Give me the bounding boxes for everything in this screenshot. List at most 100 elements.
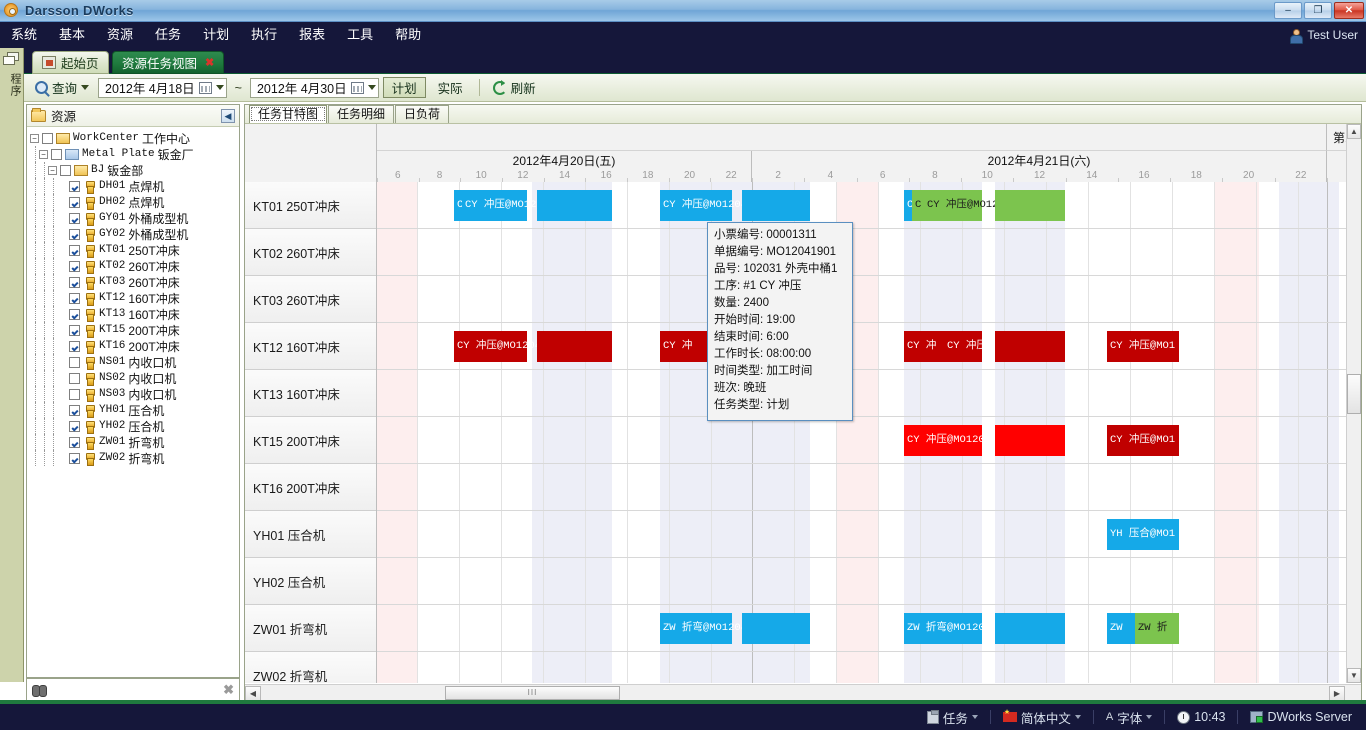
collapse-panel-button[interactable]: ◀ — [221, 108, 235, 123]
tree-node[interactable]: ZW01 折弯机 — [30, 434, 236, 450]
date-from-chevron-icon[interactable] — [215, 85, 224, 90]
tree-node[interactable]: ZW02 折弯机 — [30, 450, 236, 466]
close-button[interactable]: ✕ — [1334, 2, 1364, 19]
tree-checkbox[interactable] — [69, 436, 80, 448]
menu-item-help[interactable]: 帮助 — [395, 27, 422, 42]
tab-task-gantt[interactable]: 任务甘特图 — [249, 105, 328, 123]
chevron-down-icon[interactable] — [81, 85, 90, 90]
menu-item-task[interactable]: 任务 — [155, 27, 182, 42]
tree-checkbox[interactable] — [69, 228, 80, 240]
status-language[interactable]: 简体中文 — [1002, 708, 1081, 727]
tree-expander-icon[interactable]: − — [30, 133, 39, 143]
status-font-chevron-icon[interactable] — [1146, 715, 1153, 719]
gantt-row-label[interactable]: KT13 160T冲床 — [245, 370, 376, 417]
menu-item-basic[interactable]: 基本 — [59, 27, 86, 42]
binoculars-icon[interactable] — [32, 684, 47, 697]
menu-item-execute[interactable]: 执行 — [251, 27, 278, 42]
left-vertical-strip[interactable]: 程序 — [0, 48, 24, 682]
tab-close-icon[interactable]: ✖ — [205, 57, 215, 69]
tree-checkbox[interactable] — [60, 164, 71, 176]
gantt-task-bar[interactable] — [537, 190, 612, 221]
gantt-task-bar[interactable]: C — [454, 190, 463, 221]
menu-item-report[interactable]: 报表 — [299, 27, 326, 42]
query-button[interactable]: 查询 — [30, 76, 94, 99]
tree-checkbox[interactable] — [69, 356, 80, 368]
gantt-task-bar[interactable] — [742, 190, 810, 221]
gantt-row-label[interactable]: KT01 250T冲床 — [245, 182, 376, 229]
tree-checkbox[interactable] — [51, 148, 62, 160]
tree-checkbox[interactable] — [69, 388, 80, 400]
gantt-row[interactable] — [377, 652, 1361, 683]
gantt-vertical-scrollbar[interactable]: ▲ ▼ — [1346, 124, 1361, 683]
tree-node[interactable]: DH01 点焊机 — [30, 178, 236, 194]
tree-node[interactable]: KT02 260T冲床 — [30, 258, 236, 274]
gantt-row-label[interactable]: KT15 200T冲床 — [245, 417, 376, 464]
gantt-row[interactable] — [377, 464, 1361, 511]
gantt-row[interactable]: YH 压合@MO1 — [377, 511, 1361, 558]
gantt-horizontal-scrollbar[interactable]: ◀ III ▶ — [245, 684, 1361, 701]
scroll-up-arrow-icon[interactable]: ▲ — [1347, 124, 1361, 139]
gantt-task-bar[interactable]: ZW 折 — [1135, 613, 1179, 644]
tree-checkbox[interactable] — [69, 404, 80, 416]
calendar-icon[interactable] — [198, 81, 212, 94]
plan-toggle-button[interactable]: 计划 — [382, 77, 426, 98]
tree-node[interactable]: GY01 外桶成型机 — [30, 210, 236, 226]
tree-checkbox[interactable] — [69, 420, 80, 432]
date-to-field[interactable]: 2012年 4月30日 — [249, 77, 379, 98]
menu-item-resource[interactable]: 资源 — [107, 27, 134, 42]
tab-daily-load[interactable]: 日负荷 — [395, 105, 450, 123]
gantt-task-bar[interactable]: ZW 折弯@MO12041901 — [904, 613, 1016, 644]
tree-expander-icon[interactable]: − — [39, 149, 48, 159]
gantt-task-bar[interactable] — [995, 425, 1065, 456]
scroll-down-arrow-icon[interactable]: ▼ — [1347, 668, 1361, 683]
tree-node[interactable]: GY02 外桶成型机 — [30, 226, 236, 242]
scroll-right-arrow-icon[interactable]: ▶ — [1329, 685, 1345, 701]
tree-node[interactable]: KT01 250T冲床 — [30, 242, 236, 258]
gantt-row[interactable] — [377, 370, 1361, 417]
gantt-task-bar[interactable]: CY 冲压@MO12041902 — [924, 190, 1036, 221]
gantt-row[interactable] — [377, 558, 1361, 605]
tree-checkbox[interactable] — [69, 212, 80, 224]
tree-node[interactable]: DH02 点焊机 — [30, 194, 236, 210]
tree-node[interactable]: − WorkCenter 工作中心 — [30, 130, 236, 146]
gantt-task-bar[interactable]: CY 冲 — [904, 331, 944, 362]
tree-node[interactable]: KT16 200T冲床 — [30, 338, 236, 354]
tree-node[interactable]: KT13 160T冲床 — [30, 306, 236, 322]
gantt-task-bar[interactable]: C — [912, 190, 924, 221]
gantt-row-label[interactable]: YH01 压合机 — [245, 511, 376, 558]
date-from-field[interactable]: 2012年 4月18日 — [98, 77, 227, 98]
gantt-row-label[interactable]: KT03 260T冲床 — [245, 276, 376, 323]
tree-checkbox[interactable] — [69, 452, 80, 464]
gantt-grid[interactable]: C CY 冲压@MO12041901 CY 冲压@MO12041901 C C CY 冲压… — [377, 182, 1361, 683]
tree-checkbox[interactable] — [69, 180, 80, 192]
gantt-task-bar[interactable] — [995, 190, 1065, 221]
tree-checkbox[interactable] — [69, 244, 80, 256]
tree-checkbox[interactable] — [69, 340, 80, 352]
tree-node[interactable]: KT15 200T冲床 — [30, 322, 236, 338]
current-user[interactable]: Test User — [1289, 22, 1358, 48]
gantt-row-label[interactable]: ZW02 折弯机 — [245, 652, 376, 683]
tree-checkbox[interactable] — [69, 276, 80, 288]
tree-node[interactable]: YH01 压合机 — [30, 402, 236, 418]
tab-start-page[interactable]: 起始页 — [32, 51, 109, 74]
tree-node[interactable]: − Metal Plate 钣金厂 — [30, 146, 236, 162]
status-font[interactable]: A 字体 — [1106, 708, 1153, 727]
gantt-task-bar[interactable]: CY 冲压@MO12041904 — [944, 331, 1056, 362]
tree-checkbox[interactable] — [69, 324, 80, 336]
scroll-left-arrow-icon[interactable]: ◀ — [245, 685, 261, 701]
date-to-chevron-icon[interactable] — [367, 85, 376, 90]
menu-item-tools[interactable]: 工具 — [347, 27, 374, 42]
minimize-button[interactable]: – — [1274, 2, 1302, 19]
gantt-row-label[interactable]: ZW01 折弯机 — [245, 605, 376, 652]
gantt-task-bar[interactable]: YH 压合@MO1 — [1107, 519, 1179, 550]
tree-node[interactable]: NS03 内收口机 — [30, 386, 236, 402]
status-language-chevron-icon[interactable] — [1074, 715, 1081, 719]
gantt-task-bar[interactable]: CY 冲压@MO12041901 — [660, 190, 772, 221]
gantt-row-label[interactable]: KT16 200T冲床 — [245, 464, 376, 511]
gantt-row[interactable] — [377, 229, 1361, 276]
refresh-button[interactable]: 刷新 — [488, 76, 541, 99]
tree-node[interactable]: NS01 内收口机 — [30, 354, 236, 370]
gantt-task-bar[interactable]: ZW — [1107, 613, 1135, 644]
gantt-row-label[interactable]: YH02 压合机 — [245, 558, 376, 605]
